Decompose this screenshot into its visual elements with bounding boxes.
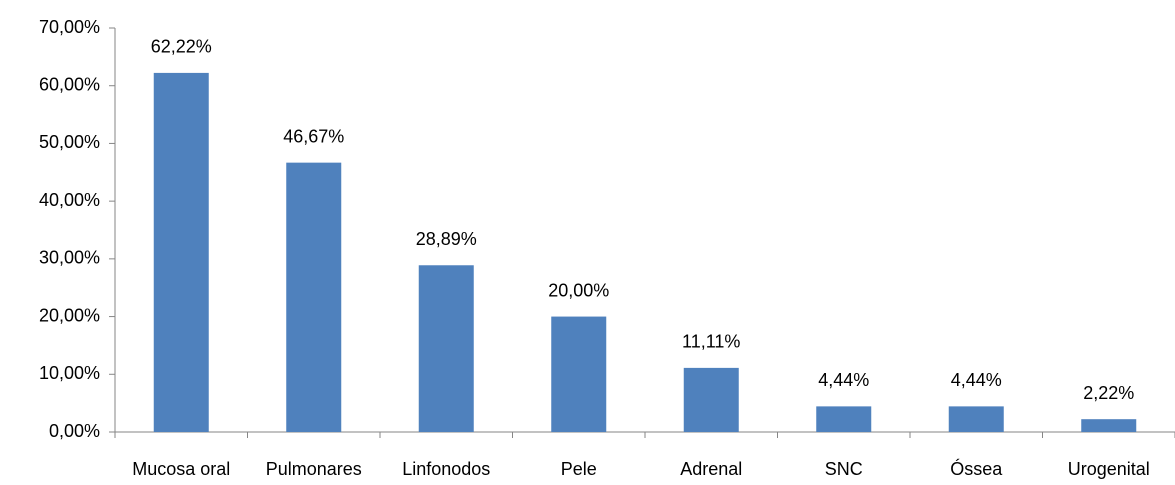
value-label: 46,67% — [283, 126, 344, 146]
bar — [418, 265, 474, 432]
x-tick-label: Adrenal — [680, 459, 742, 479]
y-tick-label: 60,00% — [39, 74, 100, 94]
value-label: 4,44% — [951, 370, 1002, 390]
value-label: 11,11% — [682, 332, 740, 352]
x-tick-label: Linfonodos — [402, 459, 490, 479]
x-tick-label: Pulmonares — [266, 459, 362, 479]
bar — [948, 406, 1004, 432]
bar — [286, 162, 342, 432]
y-tick-label: 30,00% — [39, 248, 100, 268]
bar — [551, 316, 607, 432]
y-tick-label: 40,00% — [39, 190, 100, 210]
value-label: 62,22% — [151, 37, 212, 57]
value-label: 20,00% — [548, 280, 609, 300]
x-tick-label: Mucosa oral — [132, 459, 230, 479]
value-label: 2,22% — [1083, 383, 1134, 403]
y-tick-label: 0,00% — [49, 421, 100, 441]
x-tick-label: Óssea — [950, 458, 1003, 479]
bar — [816, 406, 872, 432]
bar — [683, 367, 739, 432]
bar — [153, 72, 209, 433]
y-tick-label: 50,00% — [39, 132, 100, 152]
value-label: 28,89% — [416, 229, 477, 249]
y-tick-label: 20,00% — [39, 305, 100, 325]
x-tick-label: Pele — [561, 459, 597, 479]
x-tick-label: SNC — [825, 459, 863, 479]
y-tick-label: 70,00% — [39, 17, 100, 37]
x-tick-label: Urogenital — [1068, 459, 1150, 479]
value-label: 4,44% — [818, 370, 869, 390]
bar — [1081, 419, 1137, 432]
y-tick-label: 10,00% — [39, 363, 100, 383]
